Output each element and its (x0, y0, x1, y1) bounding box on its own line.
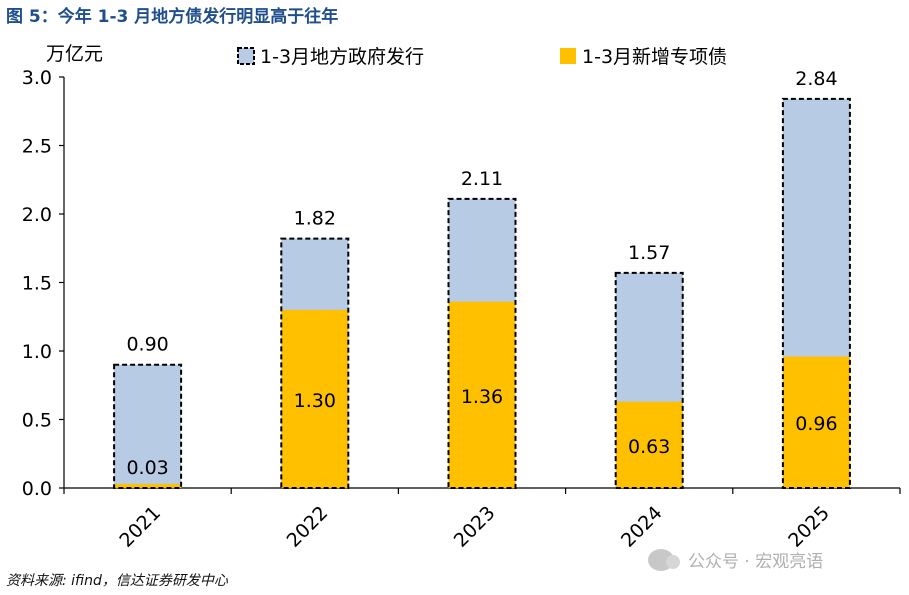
total-data-label: 2.11 (461, 168, 503, 190)
total-data-label: 2.84 (795, 68, 837, 90)
watermark-text: 公众号 · 宏观亮语 (688, 552, 824, 572)
y-tick-label: 2.5 (22, 136, 52, 158)
y-tick-label: 0.0 (22, 478, 52, 500)
legend-swatch-special (560, 48, 576, 64)
source-note: 资料来源: ifind，信达证券研发中心 (6, 573, 228, 589)
y-axis-unit-label: 万亿元 (46, 43, 103, 65)
x-tick-label: 2024 (617, 502, 667, 552)
x-tick-label: 2022 (283, 502, 333, 552)
special-data-label: 0.03 (126, 457, 168, 479)
y-tick-label: 1.5 (22, 273, 52, 295)
bar-special (615, 401, 683, 488)
bar-total-outline (614, 271, 684, 489)
x-tick-label: 2023 (450, 502, 500, 552)
bar-total-outline (447, 197, 517, 489)
bar-special (281, 309, 349, 488)
bar-total-outline (280, 237, 350, 489)
y-tick-label: 2.0 (22, 204, 52, 226)
bar-total-outline (781, 97, 851, 489)
bar-total-outline (113, 363, 183, 490)
special-data-label: 1.30 (294, 390, 336, 412)
chart-legend: 1-3月地方政府发行 1-3月新增专项债 (237, 46, 727, 68)
y-tick-label: 0.5 (22, 410, 52, 432)
legend-label-special: 1-3月新增专项债 (582, 46, 727, 68)
y-tick-label: 1.0 (22, 341, 52, 363)
x-tick-label: 2021 (115, 502, 165, 552)
chart-labels: 0.90 0.03 1.82 1.30 2.11 1.36 1.57 0.63 2.84 0.96 (126, 68, 837, 479)
total-data-label: 1.82 (294, 208, 336, 230)
figure-title: 图 5：今年 1-3 月地方债发行明显高于往年 (6, 7, 339, 27)
special-data-label: 0.63 (628, 436, 670, 458)
bar-special (448, 301, 516, 488)
wechat-icon (648, 548, 680, 571)
bar-total (114, 364, 182, 488)
y-tick-label: 3.0 (22, 67, 52, 89)
watermark: 公众号 · 宏观亮语 (648, 547, 823, 572)
bar-special (114, 483, 182, 488)
special-data-label: 0.96 (795, 413, 837, 435)
chart-bars (113, 97, 851, 490)
total-data-label: 0.90 (126, 334, 168, 356)
legend-label-total: 1-3月地方政府发行 (260, 46, 424, 68)
x-tick-label: 2025 (784, 502, 834, 552)
legend-swatch-total (237, 47, 255, 65)
special-data-label: 1.36 (461, 386, 503, 408)
bar-special (782, 356, 850, 488)
total-data-label: 1.57 (628, 242, 670, 264)
